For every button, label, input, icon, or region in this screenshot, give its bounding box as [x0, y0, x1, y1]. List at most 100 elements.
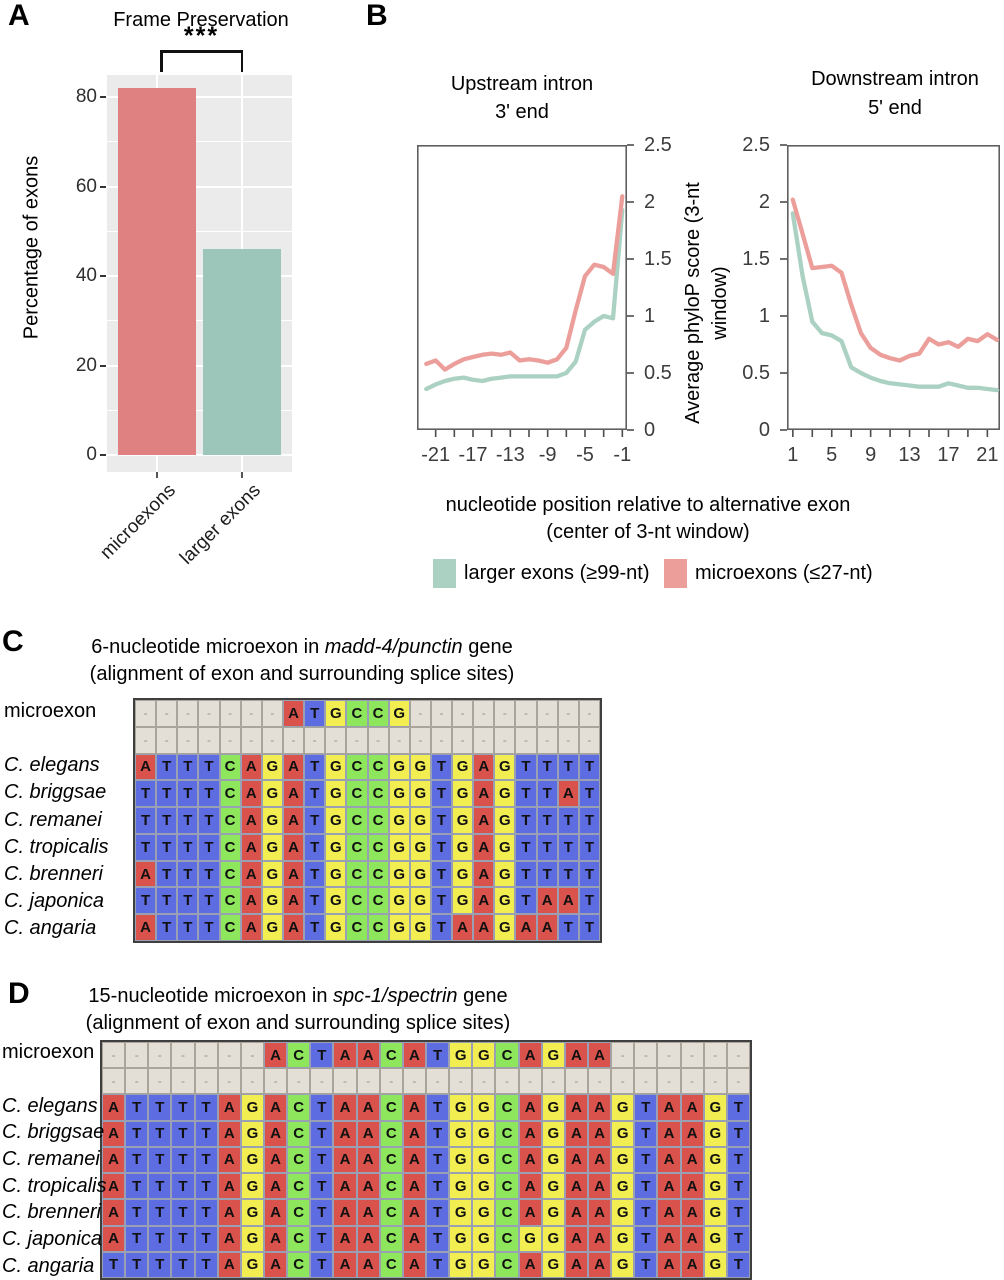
alignment-base-A: A — [263, 1225, 288, 1252]
alignment-base-T: T — [515, 780, 537, 808]
alignment-gap-cell: - — [217, 1068, 241, 1095]
alignment-base-T: T — [634, 1094, 658, 1121]
alignment-base-G: G — [494, 833, 516, 861]
x-axis-tick-label: -17 — [459, 444, 488, 466]
alignment-base-A: A — [240, 860, 262, 888]
alignment-gap-cell: - — [240, 700, 262, 727]
alignment-c-subtitle: (alignment of exon and surrounding splic… — [89, 663, 515, 685]
alignment-base-A: A — [587, 1042, 612, 1069]
alignment-base-A: A — [356, 1199, 380, 1226]
alignment-base-A: A — [282, 753, 305, 781]
alignment-base-T: T — [578, 914, 600, 941]
alignment-base-G: G — [472, 1251, 496, 1278]
alignment-base-T: T — [148, 1120, 172, 1147]
alignment-base-A: A — [217, 1120, 241, 1147]
alignment-d-title-suffix: gene — [457, 985, 508, 1007]
alignment-gap-cell: - — [356, 1068, 380, 1095]
y-axis-tick-label: 2 — [644, 191, 655, 213]
alignment-base-A: A — [680, 1120, 704, 1147]
alignment-gap-cell: - — [261, 700, 283, 727]
alignment-base-A: A — [518, 1120, 542, 1147]
alignment-row-label-microexon: microexon — [4, 699, 97, 722]
alignment-d-title-prefix: 15-nucleotide microexon in — [88, 985, 334, 1007]
alignment-base-G: G — [449, 1094, 473, 1121]
alignment-base-A: A — [518, 1146, 542, 1174]
alignment-base-G: G — [452, 753, 474, 781]
alignment-gap-cell: - — [515, 700, 537, 727]
alignment-base-G: G — [611, 1094, 635, 1121]
alignment-row-label-species: C. angaria — [4, 917, 97, 940]
alignment-gap-cell: - — [409, 700, 431, 727]
alignment-d-gene-name: spc-1/spectrin — [333, 985, 458, 1007]
alignment-base-G: G — [261, 887, 283, 915]
alignment-base-A: A — [135, 860, 157, 888]
panel-b-ylabel: Average phyloP score (3-nt window) — [682, 182, 731, 424]
alignment-base-T: T — [430, 807, 453, 834]
alignment-base-T: T — [156, 914, 178, 941]
alignment-base-A: A — [564, 1120, 588, 1147]
alignment-base-T: T — [194, 1199, 218, 1226]
alignment-base-T: T — [310, 1225, 334, 1252]
alignment-base-T: T — [194, 1251, 218, 1278]
alignment-base-A: A — [217, 1173, 241, 1200]
alignment-base-A: A — [402, 1251, 426, 1278]
alignment-base-T: T — [156, 807, 178, 834]
alignment-gap-cell: - — [578, 700, 600, 727]
y-axis-tick-label: 0 — [644, 419, 655, 441]
alignment-base-G: G — [261, 780, 283, 808]
alignment-base-T: T — [198, 753, 220, 781]
alignment-base-T: T — [125, 1251, 149, 1278]
alignment-base-C: C — [287, 1094, 311, 1121]
alignment-base-T: T — [726, 1251, 750, 1278]
alignment-gap-cell: - — [388, 726, 410, 754]
alignment-base-C: C — [219, 914, 241, 941]
alignment-d-subtitle: (alignment of exon and surrounding splic… — [85, 1012, 511, 1034]
alignment-gap-cell: - — [219, 700, 241, 727]
alignment-gap-cell: - — [379, 1068, 403, 1095]
alignment-gap-cell: - — [425, 1068, 450, 1095]
bar-y-tick-label: 20 — [75, 354, 97, 376]
alignment-row-label-species: C. brenneri — [2, 1201, 101, 1224]
alignment-base-C: C — [367, 807, 389, 834]
alignment-gap-cell: - — [587, 1068, 612, 1095]
alignment-base-G: G — [518, 1225, 542, 1252]
panel-b-xlabel-line2: (center of 3-nt window) — [546, 521, 750, 543]
alignment-base-G: G — [409, 780, 431, 808]
alignment-base-G: G — [325, 807, 347, 834]
alignment-base-G: G — [409, 807, 431, 834]
x-axis-tick-label: 5 — [826, 444, 837, 466]
alignment-gap-cell: - — [494, 700, 516, 727]
legend-item-larger-exons: larger exons (≥99-nt) — [433, 559, 650, 588]
gridline-minor — [107, 141, 292, 143]
alignment-base-C: C — [219, 780, 241, 808]
alignment-base-G: G — [611, 1146, 635, 1174]
alignment-base-T: T — [726, 1199, 750, 1226]
alignment-base-T: T — [726, 1225, 750, 1252]
alignment-base-A: A — [240, 780, 262, 808]
alignment-base-A: A — [240, 753, 262, 781]
alignment-base-T: T — [156, 753, 178, 781]
alignment-base-T: T — [156, 860, 178, 888]
alignment-base-T: T — [198, 887, 220, 915]
y-axis-tick-label: 1 — [644, 305, 655, 327]
alignment-row-label-species: C. elegans — [2, 1094, 98, 1117]
alignment-base-A: A — [536, 914, 558, 941]
alignment-base-A: A — [282, 914, 305, 941]
alignment-base-C: C — [287, 1042, 311, 1069]
alignment-base-C: C — [495, 1173, 519, 1200]
alignment-base-A: A — [657, 1225, 681, 1252]
alignment-base-C: C — [287, 1173, 311, 1200]
x-axis-tick-label: 17 — [937, 444, 959, 466]
y-axis-tick-label: 0.5 — [644, 362, 672, 384]
bar-larger-exons — [203, 249, 281, 455]
alignment-base-A: A — [240, 807, 262, 834]
bar-y-tick-label: 80 — [75, 86, 97, 107]
alignment-base-T: T — [171, 1225, 195, 1252]
x-axis-tick-label: -9 — [539, 444, 557, 466]
downstream-subtitle: 5' end — [868, 97, 922, 119]
x-axis-tick-label: 13 — [898, 444, 920, 466]
alignment-gap-cell: - — [536, 726, 558, 754]
alignment-base-T: T — [515, 833, 537, 861]
alignment-base-G: G — [409, 887, 431, 915]
alignment-base-T: T — [310, 1120, 334, 1147]
